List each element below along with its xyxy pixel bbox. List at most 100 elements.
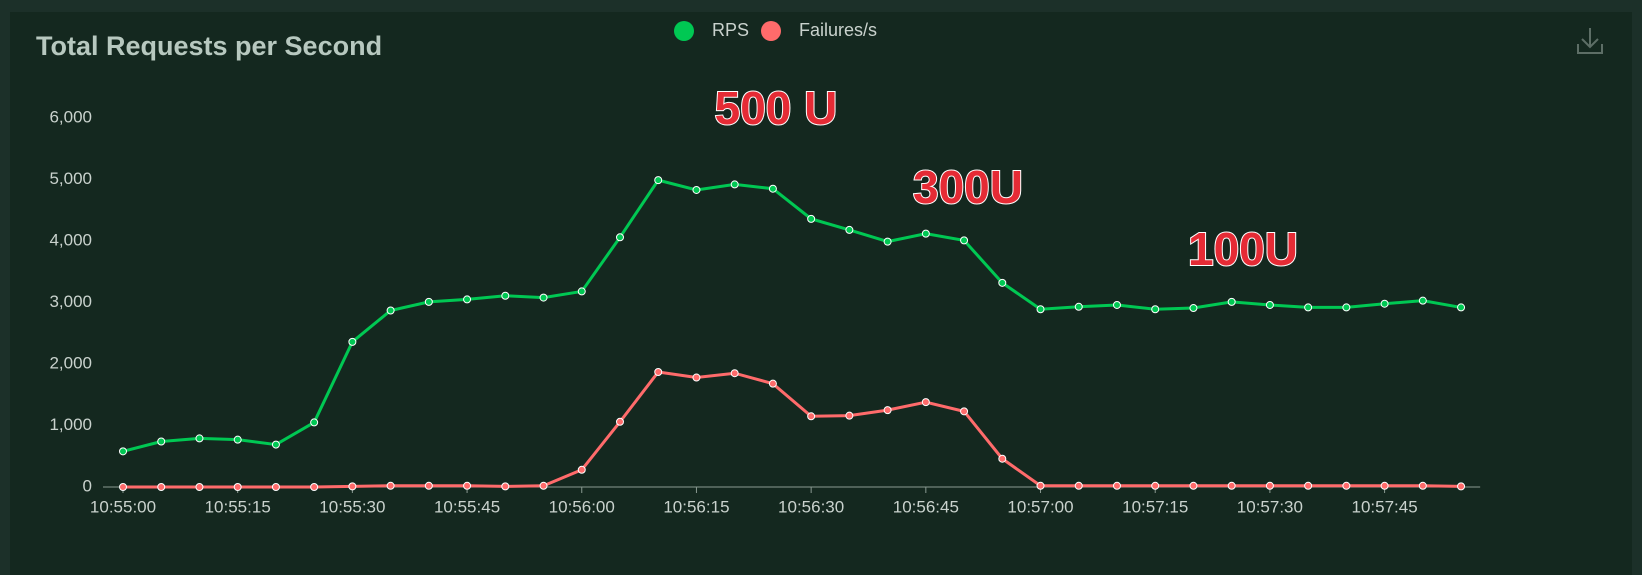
legend-label: RPS [712, 20, 749, 40]
annotation: 500 U [715, 82, 838, 134]
data-point [921, 398, 930, 407]
data-point [195, 434, 204, 443]
data-point [615, 417, 624, 426]
data-point [615, 233, 624, 242]
data-point [539, 293, 548, 302]
x-tick-label: 10:57:00 [1007, 497, 1073, 516]
data-point [998, 454, 1007, 463]
data-point [463, 295, 472, 304]
data-point [1342, 303, 1351, 312]
data-point [1036, 305, 1045, 314]
x-tick-label: 10:56:45 [893, 497, 959, 516]
data-point [1151, 305, 1160, 314]
data-point [1227, 297, 1236, 306]
legend-marker [674, 21, 694, 41]
data-point [119, 483, 127, 491]
data-point [386, 306, 395, 315]
series-line [123, 370, 1462, 489]
panel [10, 12, 1632, 575]
data-point [1189, 481, 1198, 490]
x-tick-label: 10:55:00 [90, 497, 156, 516]
data-point [883, 406, 892, 415]
data-point [1074, 302, 1083, 311]
download-icon[interactable] [1577, 28, 1603, 54]
data-point [998, 278, 1007, 287]
data-point [1036, 481, 1045, 490]
annotation: 300U [913, 161, 1023, 213]
y-tick-label: 0 [83, 476, 92, 495]
chart-title: Total Requests per Second [36, 31, 382, 61]
data-point [1342, 481, 1351, 490]
data-point [463, 481, 472, 490]
legend-marker [761, 21, 781, 41]
data-point [539, 481, 548, 490]
data-point [1418, 296, 1427, 305]
data-point [501, 291, 510, 300]
data-point [501, 482, 510, 491]
data-point [960, 407, 969, 416]
data-point [654, 367, 663, 376]
x-tick-label: 10:56:00 [549, 497, 615, 516]
data-point [768, 379, 777, 388]
data-point [271, 483, 280, 491]
y-tick-label: 2,000 [49, 353, 92, 372]
data-point [921, 229, 930, 238]
data-point [1380, 299, 1389, 308]
data-point [348, 482, 357, 491]
data-point [807, 214, 816, 223]
y-tick-label: 5,000 [49, 169, 92, 188]
data-point [692, 185, 701, 194]
data-point [1304, 303, 1313, 312]
data-point [157, 437, 166, 446]
data-point [1112, 481, 1121, 490]
data-point [730, 369, 739, 378]
data-point [1112, 300, 1121, 309]
data-point [157, 483, 166, 491]
data-point [768, 184, 777, 193]
annotation: 100U [1188, 223, 1298, 275]
y-tick-label: 1,000 [49, 415, 92, 434]
y-tick-label: 3,000 [49, 292, 92, 311]
data-point [424, 481, 433, 490]
download-glyph[interactable] [1577, 28, 1603, 54]
data-point [730, 180, 739, 189]
data-point [577, 465, 586, 474]
y-tick-label: 6,000 [49, 107, 92, 126]
data-point [883, 237, 892, 246]
data-point [692, 373, 701, 382]
data-point [1189, 304, 1198, 313]
data-point [1227, 481, 1236, 490]
x-tick-label: 10:57:30 [1237, 497, 1303, 516]
data-point [845, 411, 854, 420]
data-point [233, 435, 242, 444]
x-tick-label: 10:56:15 [663, 497, 729, 516]
data-point [348, 337, 357, 346]
data-point [1457, 303, 1466, 312]
legend-label: Failures/s [799, 20, 877, 40]
x-tick-label: 10:57:15 [1122, 497, 1188, 516]
data-point [386, 481, 395, 490]
data-point [1265, 481, 1274, 490]
data-point [1418, 481, 1427, 490]
data-point [195, 483, 204, 491]
data-point [1457, 482, 1466, 491]
data-point [1380, 481, 1389, 490]
data-point [1265, 300, 1274, 309]
data-point [960, 236, 969, 245]
data-point [310, 418, 319, 427]
data-point [424, 297, 433, 306]
x-tick-label: 10:55:45 [434, 497, 500, 516]
x-tick-label: 10:56:30 [778, 497, 844, 516]
data-point [807, 412, 816, 421]
series-line [122, 178, 1462, 453]
data-point [654, 176, 663, 185]
data-point [577, 287, 586, 296]
data-point [1151, 481, 1160, 490]
x-tick-label: 10:55:15 [205, 497, 271, 516]
x-tick-label: 10:55:30 [319, 497, 385, 516]
data-point [1304, 481, 1313, 490]
y-tick-label: 4,000 [49, 230, 92, 249]
x-tick-label: 10:57:45 [1351, 497, 1417, 516]
